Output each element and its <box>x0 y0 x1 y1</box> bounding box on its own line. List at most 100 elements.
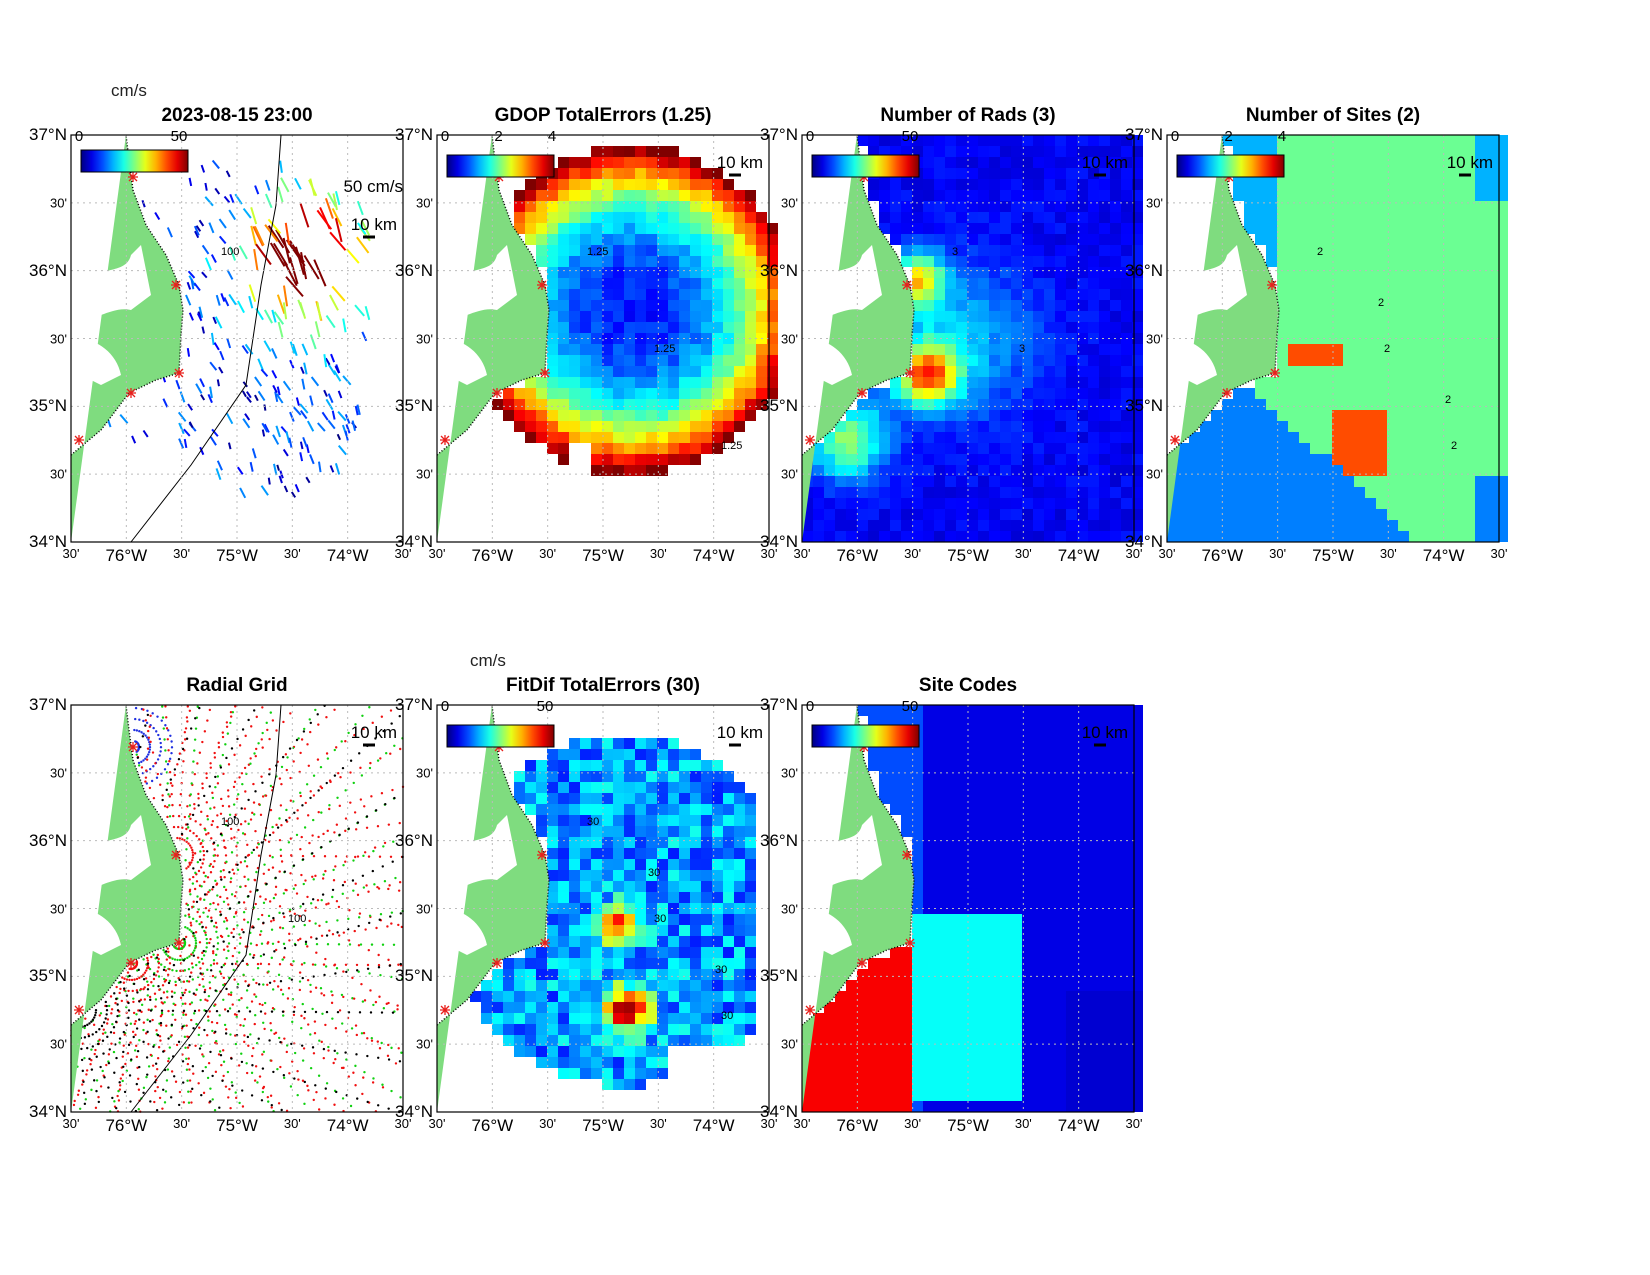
radar-site-marker <box>128 172 138 182</box>
grid-cell <box>690 760 701 771</box>
grid-cell <box>613 344 624 355</box>
grid-cell <box>1066 498 1077 509</box>
grid-cell <box>1121 278 1132 289</box>
radial-grid-point <box>194 939 198 942</box>
grid-cell <box>1077 168 1088 179</box>
grid-cell <box>1486 245 1497 256</box>
current-vector <box>201 244 210 255</box>
grid-cell <box>1310 344 1321 355</box>
grid-cell <box>945 157 956 168</box>
grid-cell <box>1453 520 1464 531</box>
grid-cell <box>1266 421 1277 432</box>
radial-grid-point <box>358 1011 362 1014</box>
current-vector <box>175 379 181 390</box>
radial-grid-point <box>163 805 167 808</box>
grid-cell <box>679 278 690 289</box>
current-vector <box>274 391 279 402</box>
radial-grid-point <box>140 975 143 978</box>
radial-grid-point <box>249 762 252 765</box>
radial-grid-point <box>152 726 155 730</box>
radial-grid-point <box>133 978 136 981</box>
grid-cell <box>1000 344 1011 355</box>
grid-cell <box>1354 311 1365 322</box>
grid-cell <box>1332 487 1343 498</box>
radial-grid-point <box>144 780 147 783</box>
grid-cell <box>1132 333 1143 344</box>
grid-cell <box>1420 388 1431 399</box>
grid-cell <box>657 388 668 399</box>
radial-grid-point <box>368 766 372 770</box>
radial-grid-point <box>167 1057 171 1060</box>
grid-cell <box>723 782 734 793</box>
radial-grid-point <box>278 963 282 966</box>
grid-cell <box>580 179 591 190</box>
radial-grid-point <box>186 705 189 708</box>
grid-cell <box>1233 146 1244 157</box>
grid-cell <box>756 311 767 322</box>
radial-grid-point <box>156 970 159 973</box>
grid-cell <box>1299 322 1310 333</box>
radial-grid-point <box>282 912 285 915</box>
grid-cell <box>1044 443 1055 454</box>
grid-cell <box>1299 410 1310 421</box>
panel-title: Radial Grid <box>186 675 288 696</box>
radial-grid-point <box>155 776 159 779</box>
grid-cell <box>580 782 591 793</box>
grid-cell <box>1077 201 1088 212</box>
grid-cell <box>1033 201 1044 212</box>
grid-cell <box>712 333 723 344</box>
grid-cell <box>835 421 846 432</box>
grid-cell <box>967 388 978 399</box>
grid-cell <box>1409 509 1420 520</box>
grid-cell <box>668 201 679 212</box>
radial-grid-point <box>205 801 208 804</box>
grid-cell <box>1431 157 1442 168</box>
grid-cell <box>1321 157 1332 168</box>
grid-cell <box>1277 520 1288 531</box>
grid-cell <box>945 201 956 212</box>
grid-cell <box>1033 410 1044 421</box>
grid-cell <box>1000 245 1011 256</box>
grid-cell <box>1132 432 1143 443</box>
grid-cell <box>657 245 668 256</box>
grid-cell <box>1011 509 1022 520</box>
grid-cell <box>668 333 679 344</box>
grid-cell <box>912 135 923 146</box>
radial-grid-point <box>380 1011 384 1014</box>
radial-grid-point <box>194 936 197 940</box>
radial-grid-point <box>190 962 194 965</box>
radial-grid-point <box>195 834 198 838</box>
grid-cell <box>1387 388 1398 399</box>
grid-cell <box>1431 223 1442 234</box>
grid-cell <box>1022 289 1033 300</box>
radial-grid-point <box>73 1099 76 1103</box>
current-vector <box>246 396 252 404</box>
radial-grid-point <box>145 755 149 758</box>
grid-cell <box>956 443 967 454</box>
radial-grid-point <box>291 1020 294 1024</box>
grid-cell <box>657 201 668 212</box>
radial-grid-point <box>209 766 212 769</box>
radial-grid-point <box>309 902 313 905</box>
grid-cell <box>547 377 558 388</box>
grid-cell <box>723 190 734 201</box>
grid-cell <box>580 355 591 366</box>
grid-cell <box>1442 135 1453 146</box>
grid-cell <box>1497 234 1508 245</box>
grid-cell <box>846 443 857 454</box>
grid-cell <box>1299 377 1310 388</box>
current-vector <box>238 245 248 260</box>
radial-grid-point <box>332 879 336 882</box>
grid-cell <box>1310 487 1321 498</box>
grid-cell <box>1110 388 1121 399</box>
radial-grid-point <box>152 765 155 768</box>
radial-grid-point <box>206 968 209 972</box>
radial-grid-point <box>278 870 281 873</box>
radial-grid-point <box>216 894 219 897</box>
grid-cell <box>679 399 690 410</box>
grid-cell <box>967 531 978 542</box>
radial-grid-point <box>380 1041 383 1045</box>
radial-grid-point <box>232 785 236 789</box>
grid-cell <box>1000 333 1011 344</box>
grid-cell <box>1055 157 1066 168</box>
